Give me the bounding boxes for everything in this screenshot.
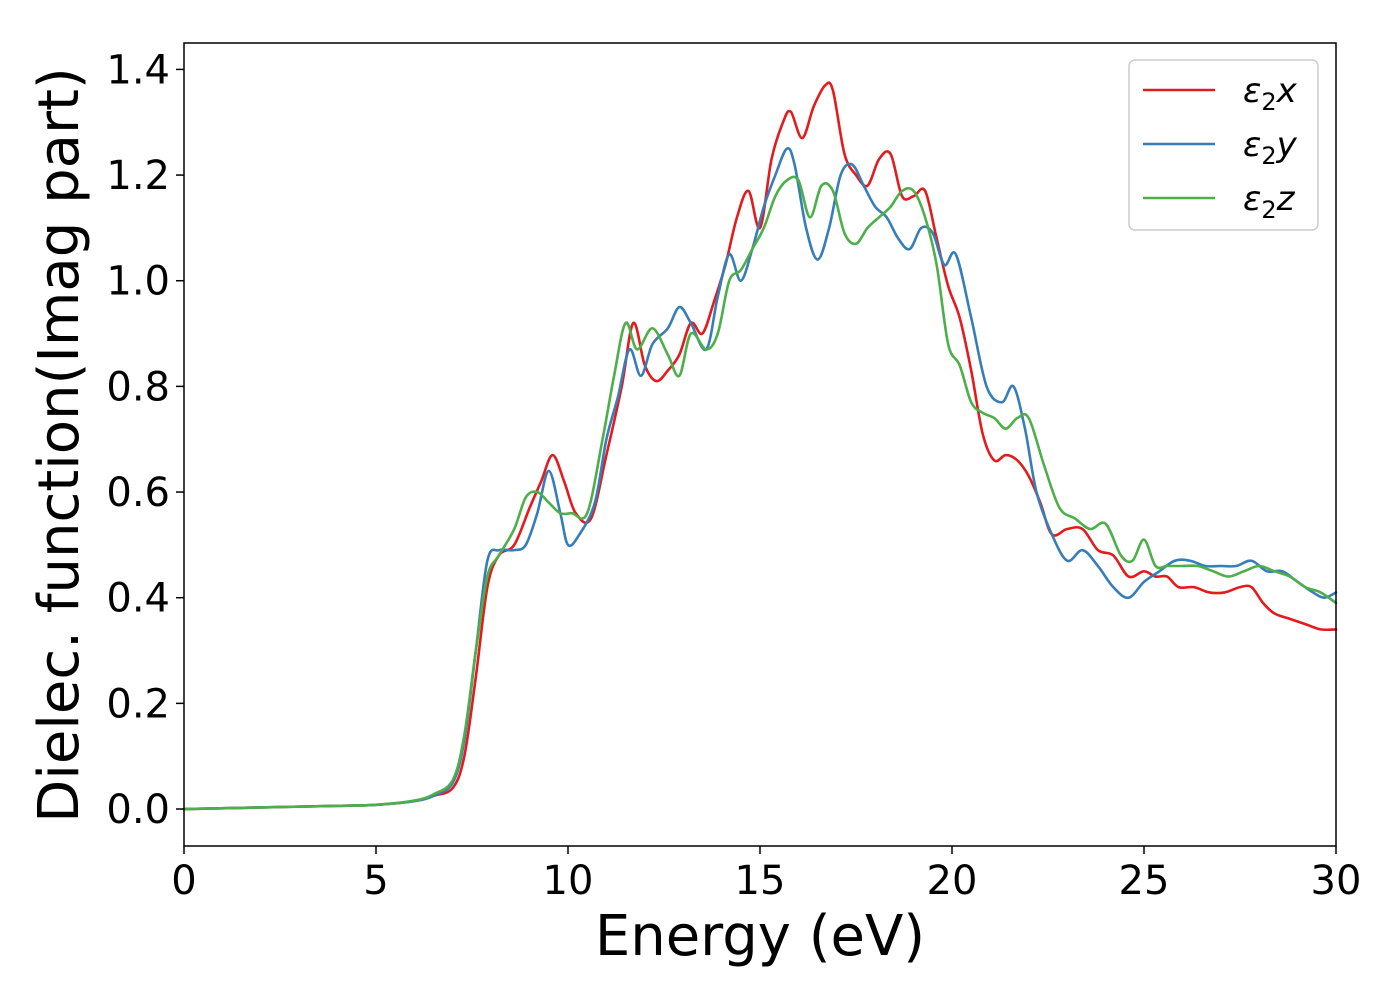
legend-label-y: ε2y [1243, 125, 1298, 170]
y-axis-title: Dielec. function(Imag part) [27, 67, 92, 823]
x-tick-label: 10 [543, 858, 594, 904]
x-tick-label: 0 [171, 858, 196, 904]
x-tick-label: 25 [1119, 858, 1170, 904]
y-axis-ticks: 0.0 0.2 0.4 0.6 0.8 1.0 1.2 1.4 [106, 47, 184, 833]
series-line-x [182, 81, 1338, 811]
y-tick-label: 1.0 [106, 259, 170, 305]
y-tick-label: 0.2 [106, 681, 170, 727]
y-tick-label: 1.2 [106, 153, 170, 199]
x-tick-label: 30 [1311, 858, 1362, 904]
legend-label-x: ε2x [1243, 71, 1298, 116]
legend: ε2x ε2y ε2z [1128, 59, 1319, 231]
y-tick-label: 0.0 [106, 787, 170, 833]
legend-label-z: ε2z [1243, 179, 1296, 224]
series-line-z [182, 175, 1338, 811]
x-tick-label: 5 [363, 858, 388, 904]
y-tick-label: 0.8 [106, 364, 170, 410]
legend-box [1128, 59, 1319, 231]
x-axis-title: Energy (eV) [595, 904, 925, 969]
series-line-y [182, 147, 1338, 811]
series-layer [182, 81, 1338, 811]
y-tick-label: 0.6 [106, 470, 170, 516]
x-axis-ticks: 0 5 10 15 20 25 30 [171, 846, 1361, 904]
y-tick-label: 0.4 [106, 576, 170, 622]
y-tick-label: 1.4 [106, 47, 170, 93]
x-tick-label: 20 [927, 858, 978, 904]
x-tick-label: 15 [735, 858, 786, 904]
